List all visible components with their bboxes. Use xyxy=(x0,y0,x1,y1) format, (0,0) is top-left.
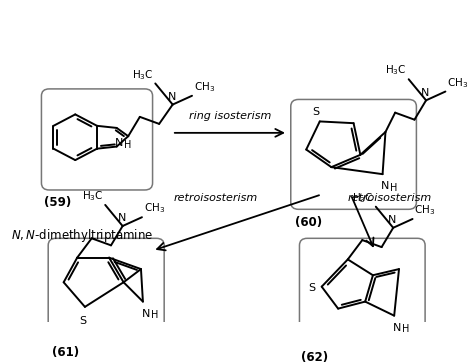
Text: H: H xyxy=(124,140,131,150)
Text: CH$_3$: CH$_3$ xyxy=(144,202,165,216)
Text: CH$_3$: CH$_3$ xyxy=(414,203,436,217)
Text: H: H xyxy=(391,183,398,193)
Text: H: H xyxy=(151,310,158,321)
Text: N: N xyxy=(118,213,126,223)
Text: retroisosterism: retroisosterism xyxy=(173,193,257,203)
Text: (61): (61) xyxy=(52,346,79,359)
Text: S: S xyxy=(80,316,87,326)
Text: (62): (62) xyxy=(301,351,328,363)
Text: (59): (59) xyxy=(44,196,72,209)
Text: H$_3$C: H$_3$C xyxy=(132,68,154,82)
Text: H$_3$C: H$_3$C xyxy=(82,189,103,203)
Text: S: S xyxy=(309,284,316,293)
Text: ring isosterism: ring isosterism xyxy=(189,111,271,122)
Text: (60): (60) xyxy=(295,216,322,229)
Text: H$_3$C: H$_3$C xyxy=(352,191,374,205)
Text: N: N xyxy=(421,88,429,98)
Text: N: N xyxy=(167,92,176,102)
Text: N: N xyxy=(388,215,396,225)
Text: N: N xyxy=(381,181,390,191)
Text: N: N xyxy=(142,309,150,319)
Text: H$_3$C: H$_3$C xyxy=(385,64,407,77)
Text: S: S xyxy=(312,107,319,117)
Text: N: N xyxy=(114,138,123,148)
Text: $\it{N,N}$-dimethyltriptamine: $\it{N,N}$-dimethyltriptamine xyxy=(10,227,153,244)
Text: H: H xyxy=(402,325,410,334)
Text: N: N xyxy=(393,323,401,333)
Text: CH$_3$: CH$_3$ xyxy=(194,80,215,94)
Text: retroisosterism: retroisosterism xyxy=(347,193,431,203)
Text: CH$_3$: CH$_3$ xyxy=(447,76,468,90)
